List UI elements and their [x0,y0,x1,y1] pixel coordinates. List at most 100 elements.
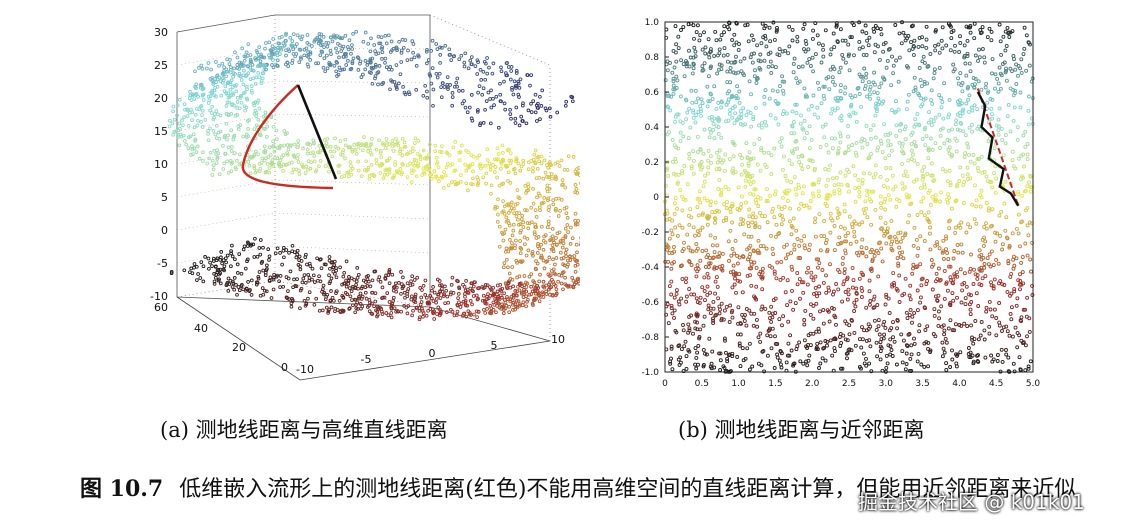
data-point [724,119,729,124]
data-point [989,353,994,358]
data-point [742,73,746,78]
data-point [370,290,375,295]
data-point [1013,67,1018,72]
data-point [864,356,868,361]
data-point [445,75,450,79]
data-point [798,359,803,364]
data-point [285,143,290,147]
data-point [872,253,877,258]
data-point [960,288,965,293]
data-point [902,173,906,178]
data-point [293,54,298,59]
data-point [397,281,401,285]
data-point [230,254,235,259]
data-point [691,55,696,60]
data-point [343,34,348,38]
data-point [401,45,406,50]
data-point [454,80,459,85]
data-point [729,204,734,209]
data-point [518,230,523,235]
data-point [750,215,755,220]
data-point [845,356,849,361]
data-point [325,136,330,141]
data-point [1001,153,1006,158]
data-point [810,55,815,60]
data-point [696,362,700,367]
data-point [798,121,803,126]
data-point [435,312,439,316]
data-point [970,337,975,342]
data-point [695,320,699,325]
data-point [356,159,361,164]
data-point [478,162,483,167]
data-point [982,328,987,333]
data-point [354,302,358,307]
data-point [931,76,936,81]
data-point [693,319,698,324]
data-point [857,190,862,194]
data-point [400,37,405,42]
data-point [941,238,946,243]
data-point [712,54,717,58]
data-point [355,275,360,280]
data-point [207,156,211,161]
data-point [996,124,1001,129]
data-point [756,195,760,199]
data-point [810,182,815,187]
data-point [450,91,455,95]
data-point [511,284,515,289]
data-point [787,158,792,163]
data-point [914,237,919,242]
data-point [455,84,459,89]
data-point [381,176,386,181]
data-point [721,53,726,58]
data-point [325,292,330,297]
data-point [860,325,864,330]
data-point [893,184,898,189]
data-point [436,292,440,297]
data-point [707,261,712,266]
data-point [775,342,780,346]
data-point [873,171,878,176]
data-point [516,79,521,84]
data-point [460,88,465,93]
data-point [409,57,414,62]
data-point [696,267,701,271]
data-point [206,138,211,143]
data-point [712,84,717,89]
data-point [494,94,499,99]
data-point [241,82,246,87]
data-point [968,350,973,355]
data-point [547,286,552,290]
data-point [687,156,692,161]
data-point [469,55,474,59]
data-point [807,248,812,252]
data-point [197,156,202,161]
data-point [304,301,309,306]
data-point [534,215,539,219]
data-point [730,220,735,225]
data-point [708,203,713,208]
data-point [937,50,942,55]
data-point [337,298,342,303]
data-point [973,53,978,58]
data-point [1023,129,1028,134]
data-point [513,116,518,121]
data-point [878,340,883,345]
data-point [287,250,291,255]
data-point [942,328,947,333]
data-point [746,163,751,168]
data-point [733,111,738,116]
data-point [360,284,365,289]
data-point [1019,260,1024,265]
data-point [701,68,706,72]
data-point [341,55,346,59]
data-point [252,255,257,259]
data-point [731,154,736,159]
data-point [867,35,872,40]
data-point [712,136,717,141]
data-point [1007,35,1012,39]
data-point [960,282,965,287]
data-point [995,231,1000,236]
data-point [666,173,671,178]
